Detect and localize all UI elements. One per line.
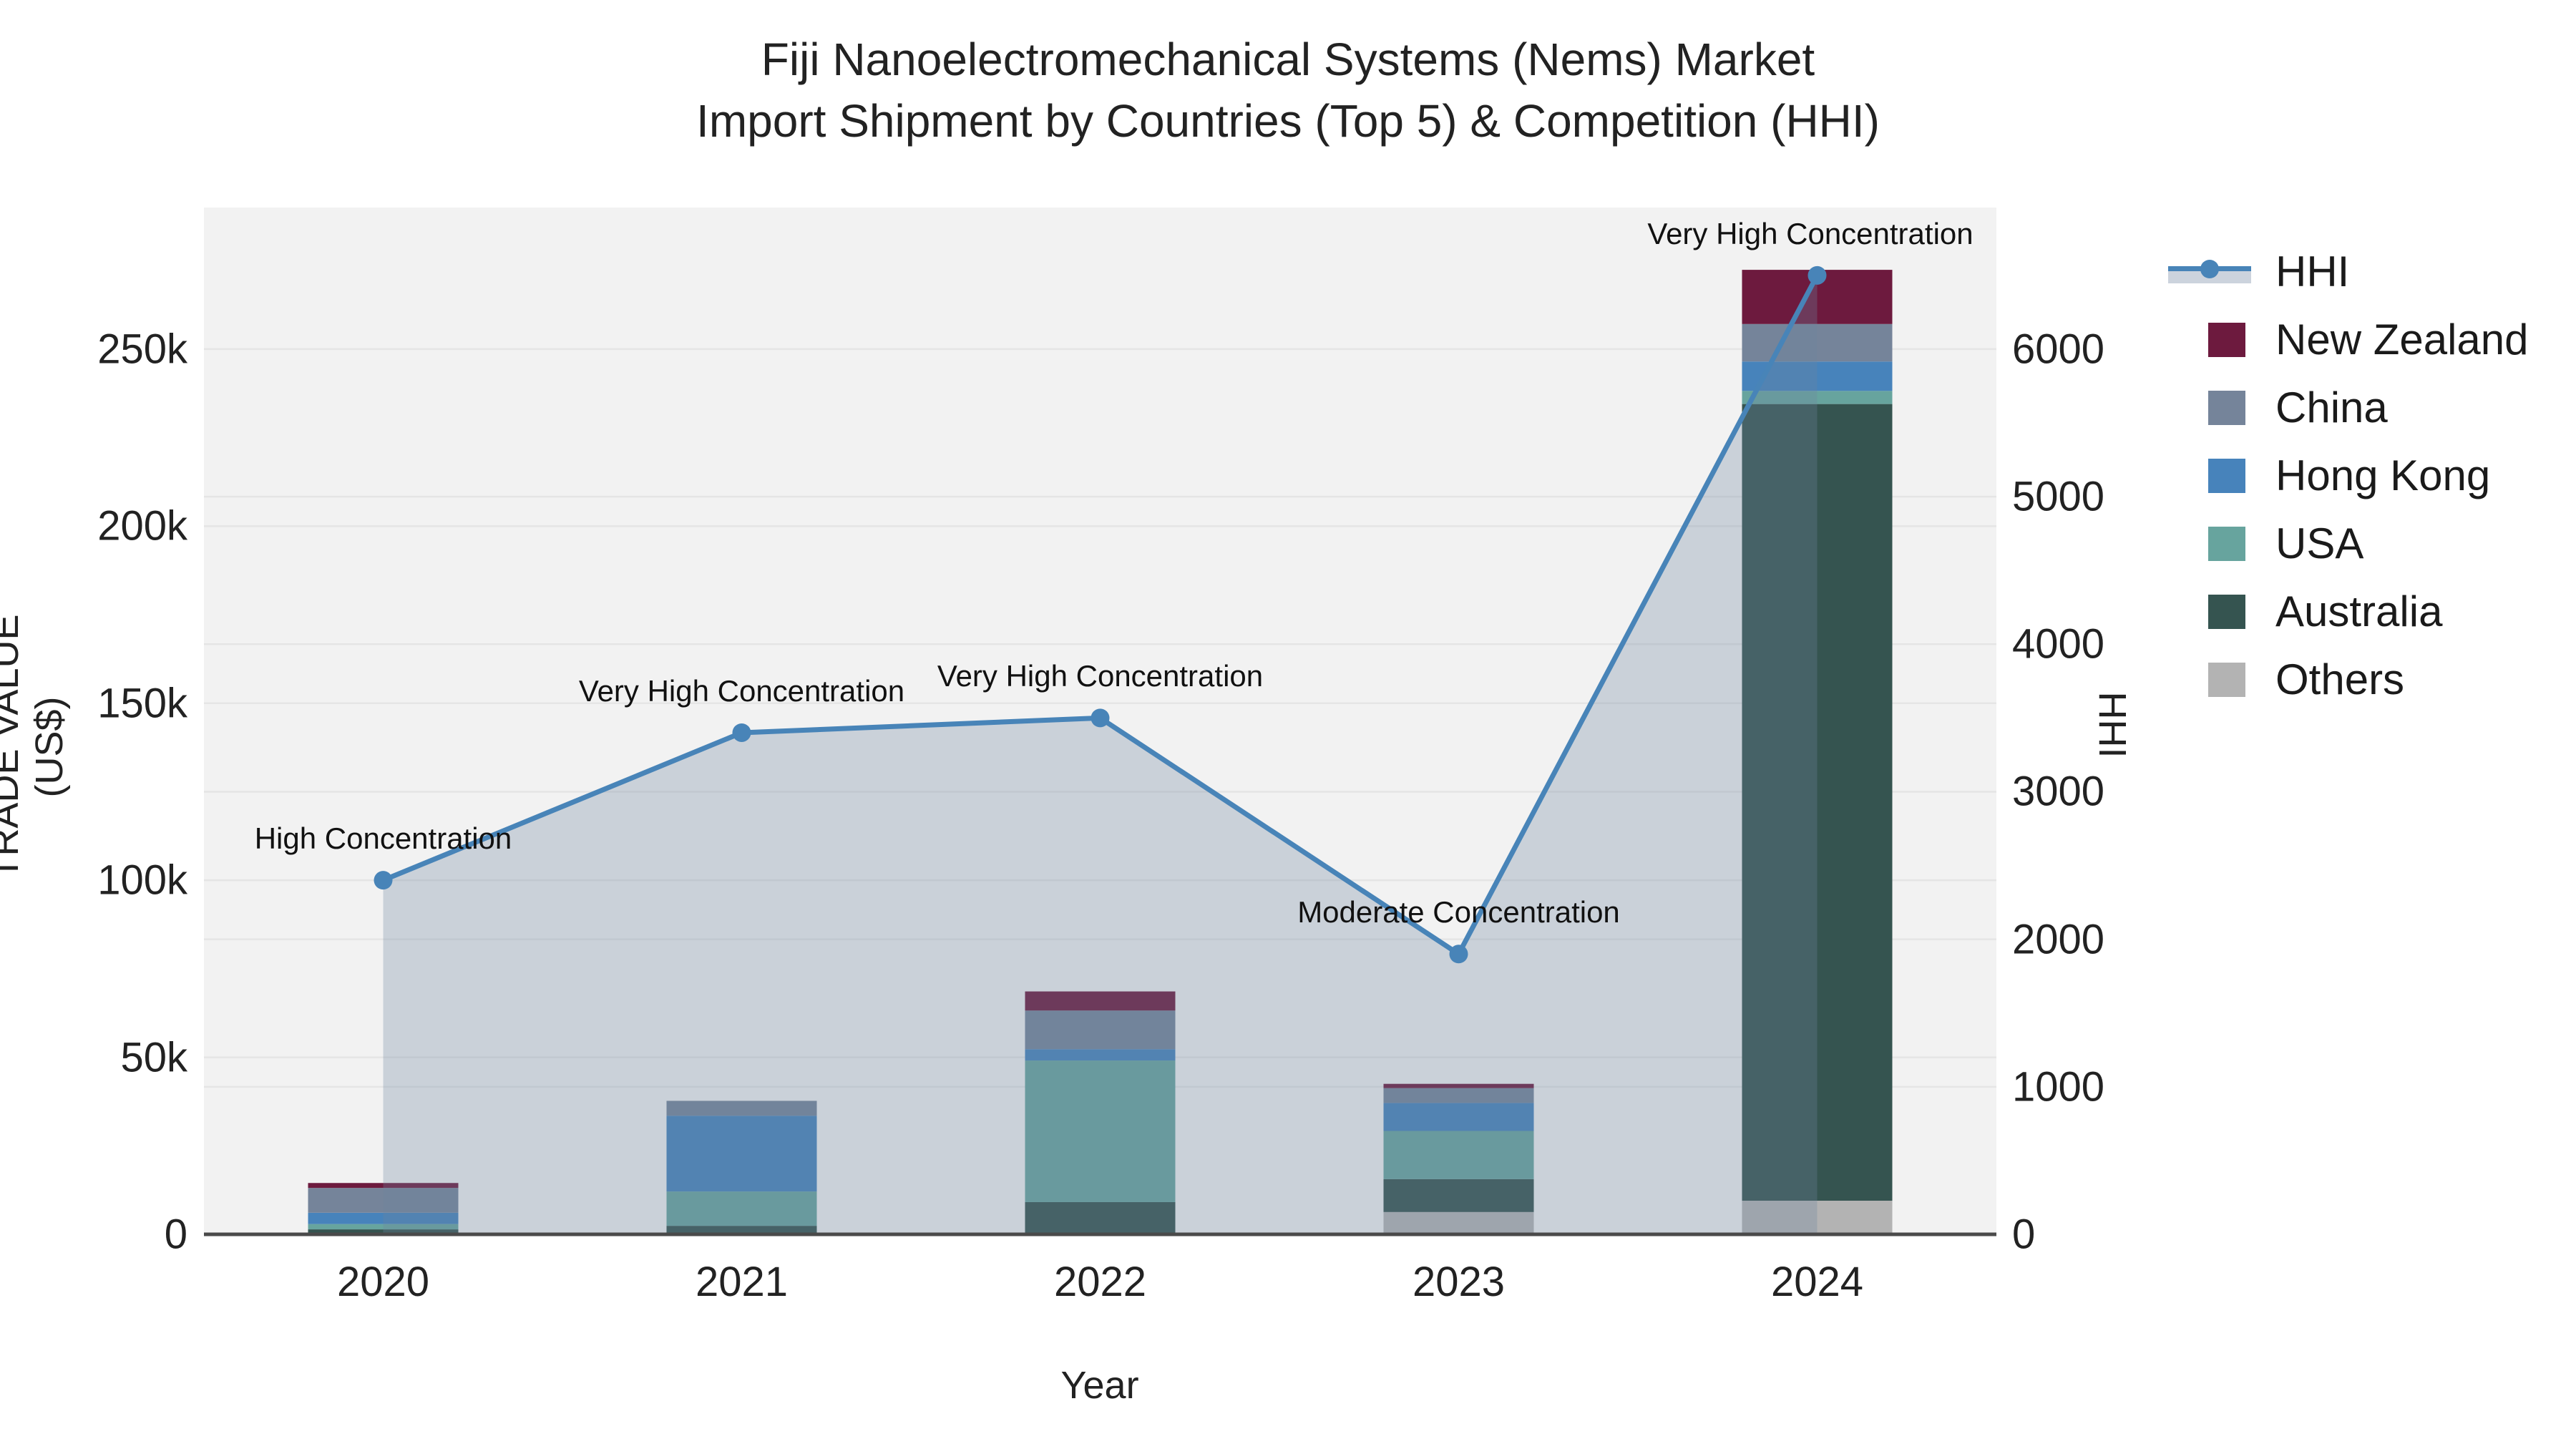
y-left-tick-50k: 50k	[120, 1034, 187, 1081]
y-left-tick-100k: 100k	[97, 857, 187, 904]
bar-segment-china-2024[interactable]	[1742, 323, 1893, 362]
y-right-tick-4000: 4000	[2012, 620, 2105, 668]
legend-item-hong-kong[interactable]: Hong Kong	[2168, 441, 2529, 509]
x-tick-2020: 2020	[336, 1259, 430, 1305]
bar-segment-hong-kong-2023[interactable]	[1383, 1103, 1534, 1131]
bar-segment-usa-2021[interactable]	[666, 1191, 817, 1226]
bar-segment-hong-kong-2020[interactable]	[308, 1212, 459, 1224]
y-left-tick-0: 0	[164, 1211, 187, 1258]
hhi-marker-2021[interactable]	[732, 723, 751, 742]
x-tick-2023: 2023	[1412, 1259, 1506, 1305]
y-right-tick-3000: 3000	[2012, 768, 2105, 815]
legend-label-new-zealand: New Zealand	[2275, 316, 2529, 364]
bar-segment-china-2023[interactable]	[1383, 1088, 1534, 1103]
hhi-marker-2020[interactable]	[374, 871, 393, 890]
bar-segment-new-zealand-2022[interactable]	[1025, 991, 1176, 1011]
legend-label-others: Others	[2275, 655, 2405, 703]
bar-segment-china-2022[interactable]	[1025, 1010, 1176, 1050]
legend-swatch-hong-kong	[2208, 458, 2245, 493]
chart-title-line2: Import Shipment by Countries (Top 5) & C…	[696, 95, 1880, 147]
annotation-2021: Very High Concentration	[578, 673, 905, 708]
hhi-line-legend-icon	[2168, 255, 2251, 289]
bar-segment-china-2020[interactable]	[308, 1188, 459, 1213]
y-left-tick-150k: 150k	[97, 680, 187, 727]
bar-segment-hong-kong-2022[interactable]	[1025, 1049, 1176, 1061]
x-axis-title: Year	[1060, 1364, 1139, 1407]
chart-title-line1: Fiji Nanoelectromechanical Systems (Nems…	[761, 34, 1815, 85]
legend-swatch-china	[2208, 390, 2245, 425]
legend-item-new-zealand[interactable]: New Zealand	[2168, 306, 2529, 374]
bar-segment-others-2023[interactable]	[1383, 1211, 1534, 1234]
y-right-tick-1000: 1000	[2012, 1063, 2105, 1111]
legend-label-china: China	[2275, 384, 2388, 431]
annotation-2024: Very High Concentration	[1647, 216, 1974, 250]
legend-label-usa: USA	[2275, 519, 2364, 567]
y-right-tick-6000: 6000	[2012, 326, 2105, 373]
y-right-tick-5000: 5000	[2012, 473, 2105, 520]
legend-label-australia: Australia	[2275, 587, 2443, 635]
bar-segment-australia-2023[interactable]	[1383, 1179, 1534, 1212]
bar-segment-usa-2020[interactable]	[308, 1224, 459, 1230]
bar-segment-australia-2024[interactable]	[1742, 404, 1893, 1201]
y-right-tick-0: 0	[2012, 1211, 2036, 1258]
bar-segment-australia-2020[interactable]	[308, 1229, 459, 1233]
annotation-2020: High Concentration	[254, 821, 512, 856]
y-right-axis-title: HHI	[2091, 691, 2134, 758]
legend-item-australia[interactable]: Australia	[2168, 577, 2529, 645]
bar-segment-australia-2022[interactable]	[1025, 1201, 1176, 1234]
bar-segment-usa-2024[interactable]	[1742, 391, 1893, 404]
x-tick-2022: 2022	[1053, 1259, 1147, 1305]
hhi-marker-2024[interactable]	[1807, 265, 1827, 285]
x-tick-2024: 2024	[1770, 1259, 1864, 1305]
legend-label-hong-kong: Hong Kong	[2275, 452, 2491, 499]
y-right-tick-2000: 2000	[2012, 916, 2105, 963]
x-tick-2021: 2021	[695, 1259, 789, 1305]
legend: HHI New Zealand China Hong Kong USA Australia…	[2168, 238, 2529, 713]
legend-label-hhi: HHI	[2275, 248, 2350, 296]
bar-segment-australia-2021[interactable]	[666, 1226, 817, 1234]
y-left-tick-250k: 250k	[97, 326, 187, 373]
bar-segment-china-2021[interactable]	[666, 1101, 817, 1116]
bar-segment-usa-2022[interactable]	[1025, 1060, 1176, 1202]
hhi-marker-2023[interactable]	[1449, 945, 1468, 964]
y-left-tick-200k: 200k	[97, 502, 187, 550]
bar-segment-others-2024[interactable]	[1742, 1200, 1893, 1234]
legend-swatch-others	[2208, 662, 2245, 697]
bar-segment-new-zealand-2020[interactable]	[308, 1183, 459, 1189]
hhi-area-fill	[383, 275, 1818, 1235]
annotation-2023: Moderate Concentration	[1297, 895, 1620, 930]
hhi-marker-2022[interactable]	[1091, 708, 1110, 728]
legend-swatch-australia	[2208, 594, 2245, 629]
bar-segment-new-zealand-2023[interactable]	[1383, 1083, 1534, 1088]
legend-item-usa[interactable]: USA	[2168, 509, 2529, 577]
legend-swatch-new-zealand	[2208, 322, 2245, 357]
legend-item-china[interactable]: China	[2168, 374, 2529, 441]
bar-segment-hong-kong-2021[interactable]	[666, 1116, 817, 1192]
annotation-2022: Very High Concentration	[937, 659, 1264, 693]
legend-item-others[interactable]: Others	[2168, 645, 2529, 713]
legend-swatch-usa	[2208, 526, 2245, 561]
legend-item-hhi[interactable]: HHI	[2168, 238, 2529, 306]
bar-segment-usa-2023[interactable]	[1383, 1131, 1534, 1179]
chart-title: Fiji Nanoelectromechanical Systems (Nems…	[0, 29, 2576, 152]
